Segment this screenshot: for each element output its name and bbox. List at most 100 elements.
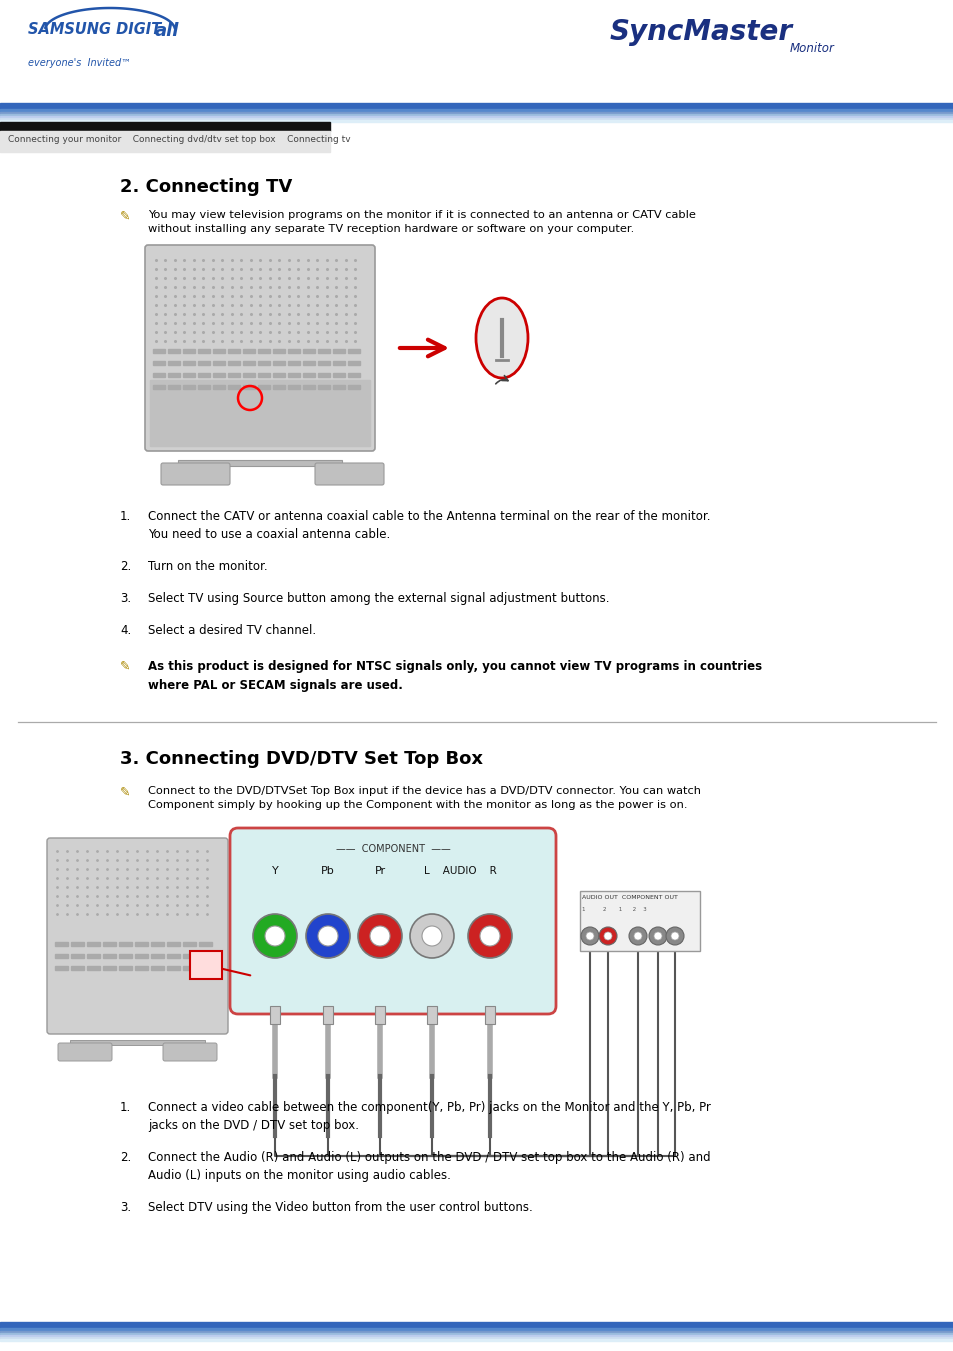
Circle shape [628, 927, 646, 944]
Bar [273, 385, 285, 389]
Text: Connect a video cable between the component(Y, Pb, Pr) jacks on the Monitor and : Connect a video cable between the compon… [148, 1101, 710, 1132]
Bar [303, 361, 314, 365]
Text: You may view television programs on the monitor if it is connected to an antenna: You may view television programs on the … [148, 209, 695, 235]
Bar [243, 349, 254, 353]
Bar [228, 361, 240, 365]
Bar [348, 373, 359, 377]
Text: SyncMaster: SyncMaster [609, 18, 792, 46]
Bar [0, 120, 953, 122]
Bar [0, 1335, 953, 1337]
Bar [257, 361, 270, 365]
Bar [273, 361, 285, 365]
Text: L    AUDIO    R: L AUDIO R [423, 866, 496, 875]
Bar [198, 385, 210, 389]
Text: Turn on the monitor.: Turn on the monitor. [148, 561, 268, 573]
Bar [317, 349, 330, 353]
Bar [243, 373, 254, 377]
Bar [183, 349, 194, 353]
Bar [317, 361, 330, 365]
Text: Connect the CATV or antenna coaxial cable to the Antenna terminal on the rear of: Connect the CATV or antenna coaxial cabl… [148, 509, 710, 542]
FancyBboxPatch shape [230, 828, 556, 1015]
Text: everyone's  Invited™: everyone's Invited™ [28, 58, 131, 68]
Bar [168, 349, 180, 353]
Bar [0, 116, 953, 118]
Bar [333, 385, 345, 389]
Bar [288, 349, 299, 353]
Bar [178, 459, 341, 466]
Text: 1.: 1. [120, 1101, 132, 1115]
Text: 3.: 3. [120, 1201, 131, 1215]
Circle shape [370, 925, 390, 946]
Bar [199, 954, 212, 958]
Circle shape [253, 915, 296, 958]
Text: 2.: 2. [120, 1151, 132, 1165]
Circle shape [580, 927, 598, 944]
Bar [579, 892, 700, 951]
Text: SAMSUNG DIGIT: SAMSUNG DIGIT [28, 22, 161, 36]
Bar [333, 349, 345, 353]
Bar [257, 349, 270, 353]
Bar [135, 966, 148, 970]
Bar [288, 385, 299, 389]
Circle shape [479, 925, 499, 946]
Bar [183, 361, 194, 365]
Bar [213, 349, 225, 353]
Bar [190, 951, 222, 979]
Text: ✎: ✎ [120, 209, 131, 223]
Bar [119, 954, 132, 958]
Bar [119, 942, 132, 946]
Bar [198, 373, 210, 377]
Text: Connect the Audio (R) and Audio (L) outputs on the DVD / DTV set top box to the : Connect the Audio (R) and Audio (L) outp… [148, 1151, 710, 1182]
Bar [152, 385, 165, 389]
FancyBboxPatch shape [314, 463, 384, 485]
Text: 3.: 3. [120, 592, 131, 605]
Text: 4.: 4. [120, 624, 132, 638]
Text: Select DTV using the Video button from the user control buttons.: Select DTV using the Video button from t… [148, 1201, 532, 1215]
Bar [257, 385, 270, 389]
Circle shape [410, 915, 454, 958]
Bar [71, 942, 84, 946]
Text: Connecting your monitor    Connecting dvd/dtv set top box    Connecting tv: Connecting your monitor Connecting dvd/d… [8, 135, 351, 145]
Circle shape [265, 925, 285, 946]
Circle shape [603, 932, 612, 940]
Bar [213, 361, 225, 365]
Bar [348, 349, 359, 353]
Bar [167, 942, 180, 946]
Bar [167, 954, 180, 958]
Bar [484, 1006, 495, 1024]
Ellipse shape [476, 299, 527, 378]
Bar [55, 942, 68, 946]
Bar [168, 373, 180, 377]
Circle shape [598, 927, 617, 944]
Bar [119, 966, 132, 970]
Bar [71, 966, 84, 970]
Text: ——  COMPONENT  ——: —— COMPONENT —— [335, 844, 450, 854]
Bar [0, 131, 330, 153]
Bar [103, 966, 116, 970]
Bar [303, 373, 314, 377]
Bar [427, 1006, 436, 1024]
Bar [135, 954, 148, 958]
Text: 1.: 1. [120, 509, 132, 523]
Bar [288, 361, 299, 365]
Bar [348, 361, 359, 365]
Bar [0, 1339, 953, 1342]
Bar [0, 118, 953, 120]
Bar [55, 954, 68, 958]
Bar [0, 109, 953, 112]
Bar [151, 942, 164, 946]
Bar [273, 349, 285, 353]
Text: ✎: ✎ [120, 661, 131, 673]
Text: Monitor: Monitor [789, 42, 834, 55]
Bar [152, 349, 165, 353]
Bar [167, 966, 180, 970]
Bar [0, 1328, 953, 1331]
Bar [87, 954, 100, 958]
FancyBboxPatch shape [161, 463, 230, 485]
Bar [0, 112, 953, 113]
Bar [303, 385, 314, 389]
Bar [168, 385, 180, 389]
Bar [228, 385, 240, 389]
Circle shape [670, 932, 679, 940]
Text: Select a desired TV channel.: Select a desired TV channel. [148, 624, 315, 638]
